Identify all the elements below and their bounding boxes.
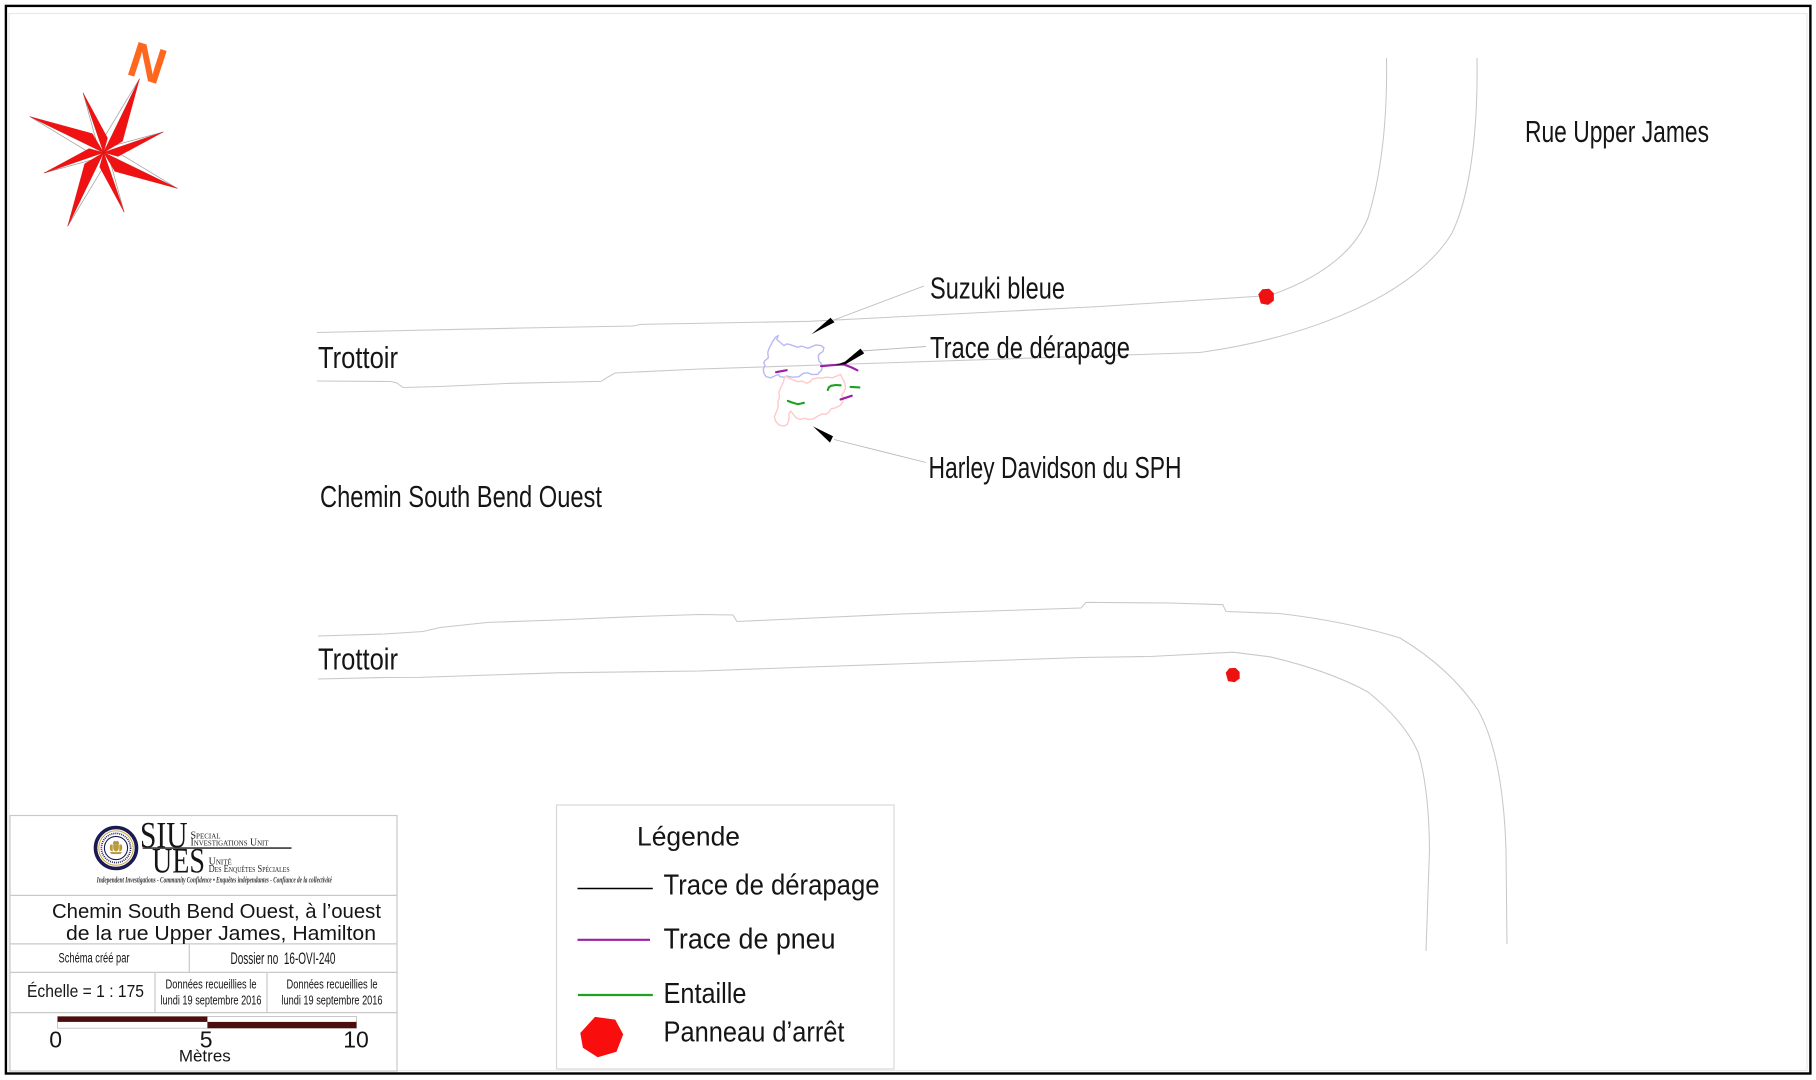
svg-text:N: N — [121, 31, 173, 95]
svg-text:Panneau d’arrêt: Panneau d’arrêt — [664, 1017, 845, 1049]
svg-text:Rue Upper James: Rue Upper James — [1525, 114, 1709, 149]
svg-text:0: 0 — [49, 1027, 62, 1053]
svg-text:Suzuki bleue: Suzuki bleue — [930, 271, 1065, 306]
svg-text:Trace de pneu: Trace de pneu — [664, 924, 836, 956]
svg-text:Unité: Unité — [209, 857, 232, 868]
svg-text:Chemin South Bend Ouest, à l’o: Chemin South Bend Ouest, à l’ouest — [52, 900, 381, 923]
svg-text:lundi 19 septembre 2016: lundi 19 septembre 2016 — [161, 993, 262, 1008]
svg-text:Special: Special — [191, 831, 221, 842]
svg-text:Des Enquêtes Spéciales: Des Enquêtes Spéciales — [209, 864, 290, 875]
svg-text:Chemin South Bend Ouest: Chemin South Bend Ouest — [320, 479, 602, 514]
svg-text:Trottoir: Trottoir — [318, 340, 398, 375]
svg-text:Entaille: Entaille — [664, 978, 747, 1010]
svg-text:Harley Davidson du SPH: Harley Davidson du SPH — [929, 450, 1182, 485]
svg-text:Mètres: Mètres — [179, 1047, 231, 1066]
svg-text:Données recueillies le: Données recueillies le — [166, 977, 257, 992]
svg-text:Trace de dérapage: Trace de dérapage — [930, 330, 1130, 365]
svg-text:Dossier no 16-OVI-240: Dossier no 16-OVI-240 — [231, 949, 336, 968]
svg-text:Légende: Légende — [637, 822, 740, 852]
svg-text:Trace de dérapage: Trace de dérapage — [664, 870, 880, 902]
svg-text:UES: UES — [152, 841, 205, 881]
svg-text:lundi 19 septembre 2016: lundi 19 septembre 2016 — [282, 993, 383, 1008]
svg-text:Données recueillies le: Données recueillies le — [287, 977, 378, 992]
svg-text:Échelle = 1 : 175: Échelle = 1 : 175 — [27, 981, 144, 1001]
svg-text:5: 5 — [200, 1027, 213, 1053]
svg-text:10: 10 — [343, 1027, 369, 1053]
svg-text:de la rue Upper James, Hamilto: de la rue Upper James, Hamilton — [66, 922, 376, 945]
svg-text:SIU: SIU — [140, 815, 188, 856]
svg-text:Investigations Unit: Investigations Unit — [191, 838, 270, 849]
svg-text:Schéma créé par: Schéma créé par — [59, 951, 130, 966]
svg-text:Trottoir: Trottoir — [318, 642, 398, 677]
svg-text:Independent Investigations - C: Independent Investigations - Community C… — [96, 874, 332, 884]
